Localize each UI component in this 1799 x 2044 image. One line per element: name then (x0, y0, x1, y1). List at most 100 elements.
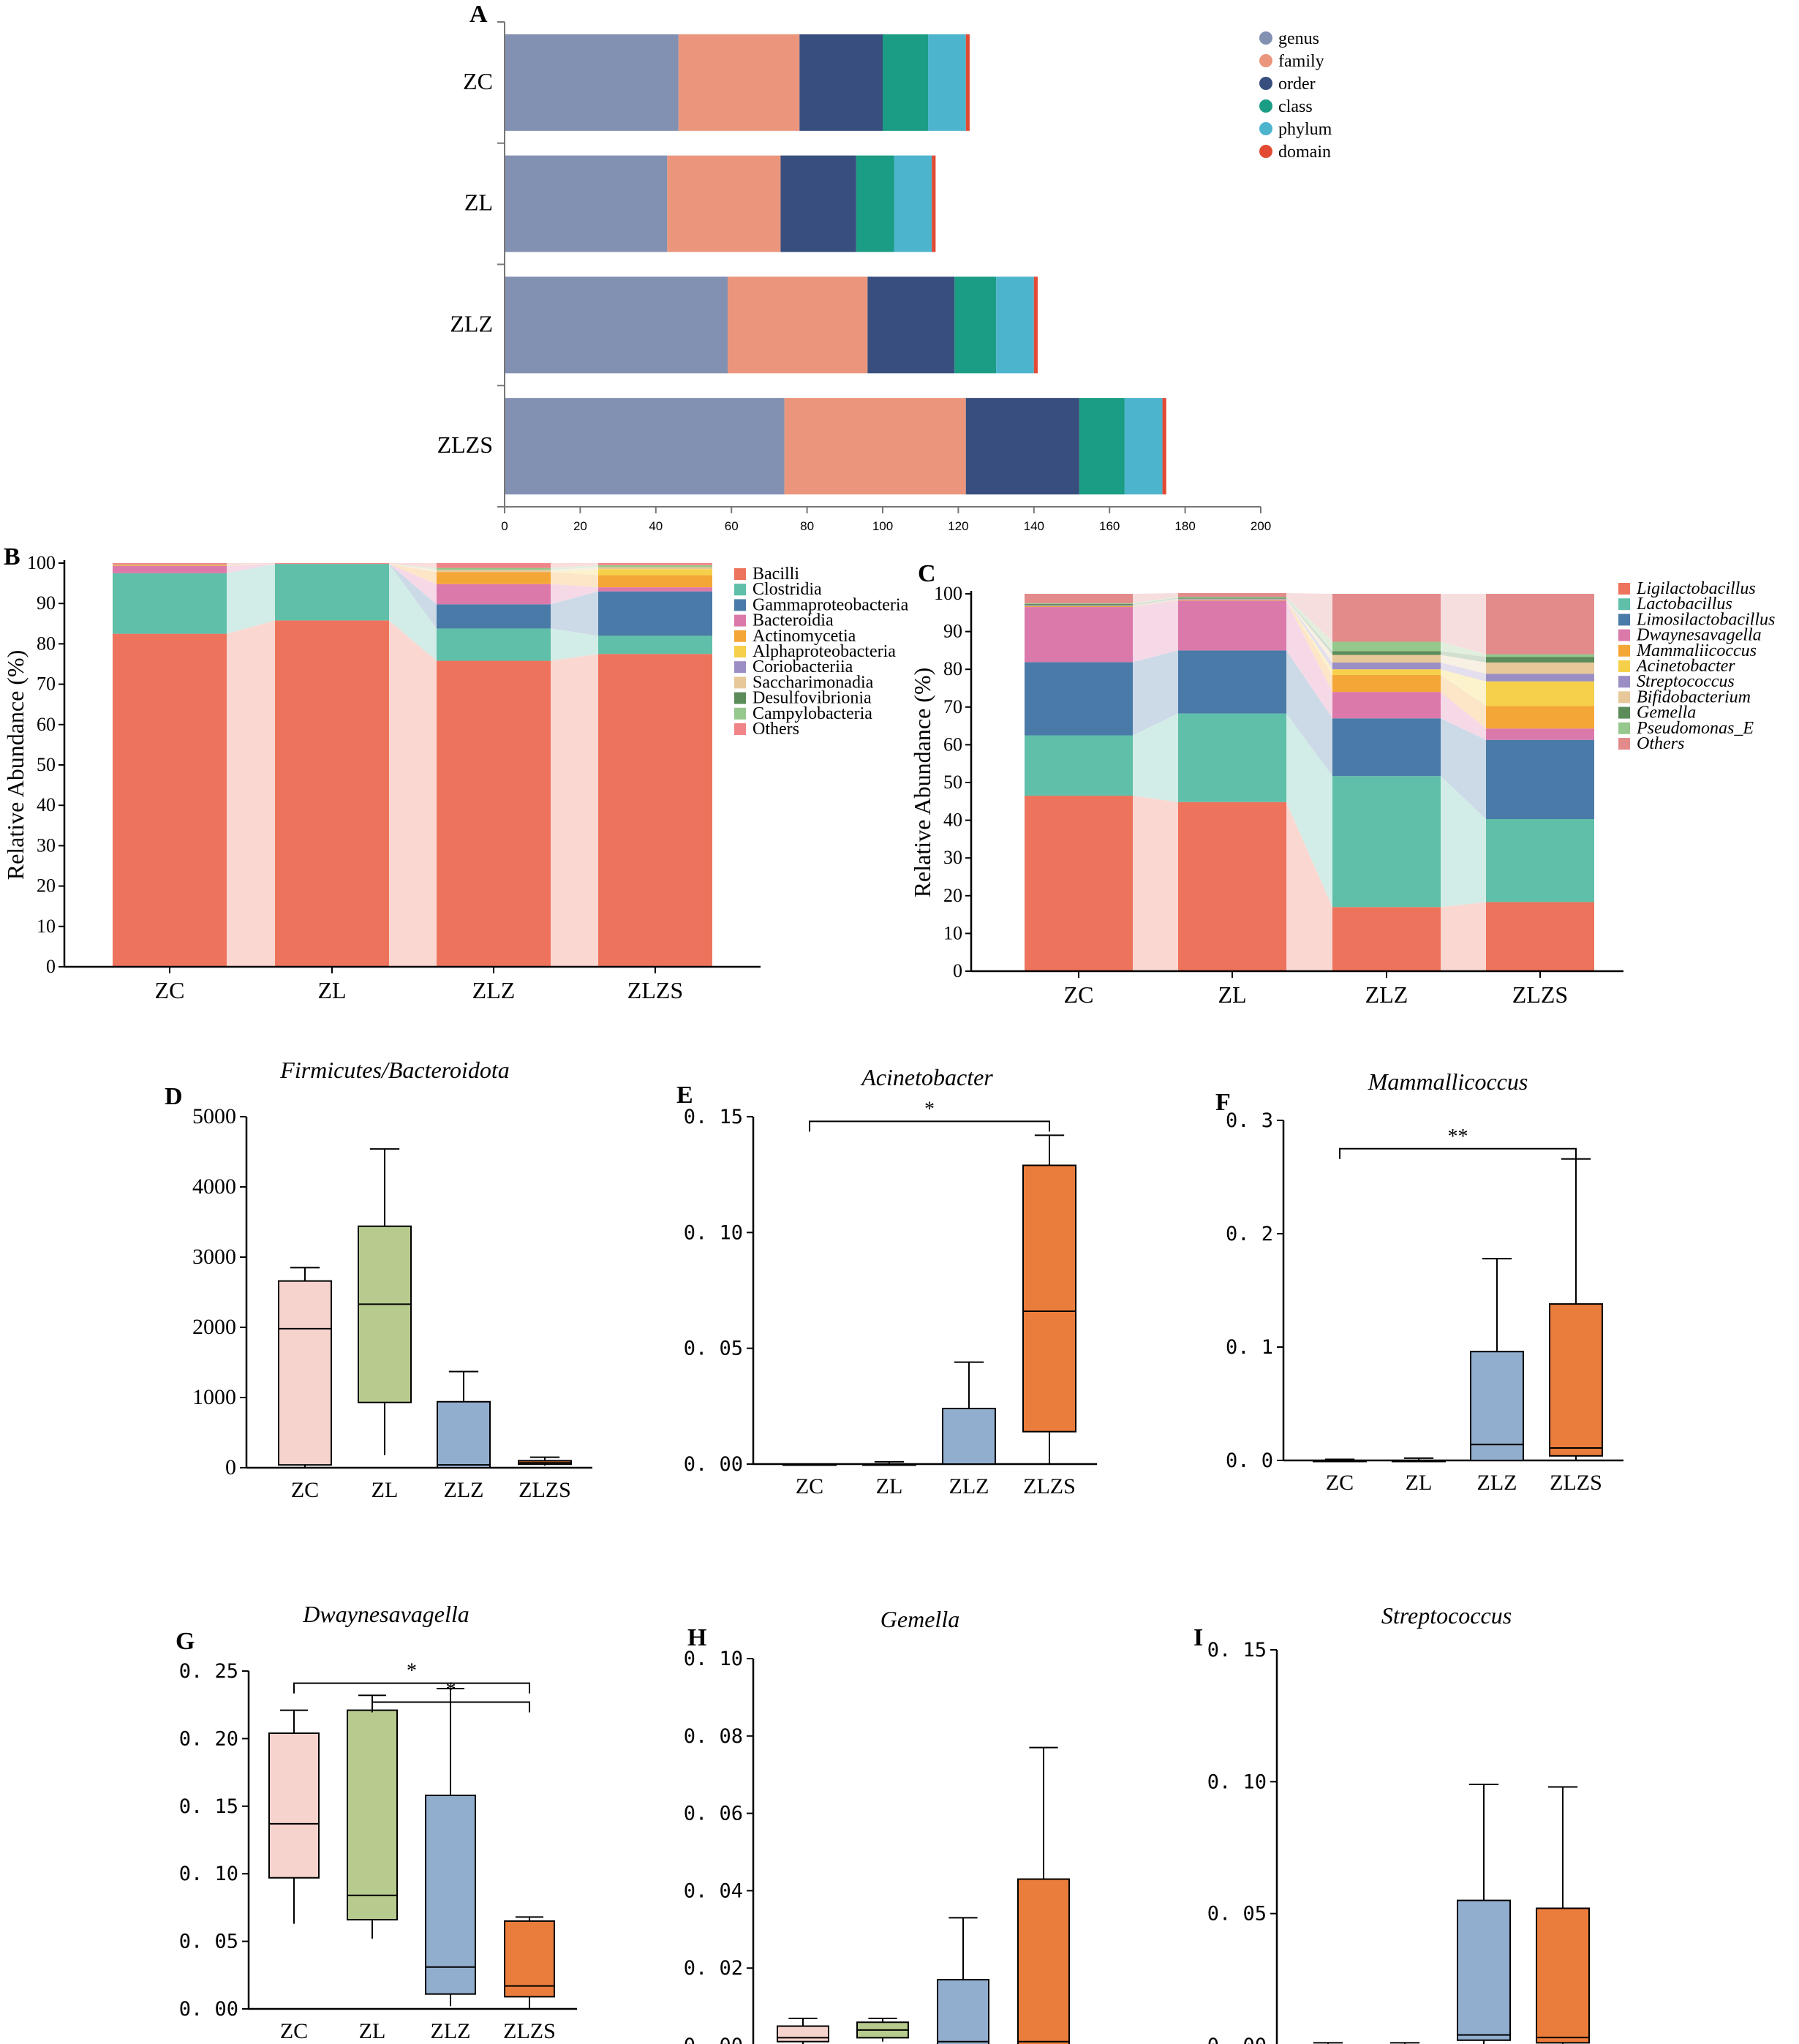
connector-others (1441, 594, 1486, 655)
bar-zc-mammaliicoccus (1025, 606, 1133, 608)
significance-bracket (1339, 1147, 1577, 1159)
panel-e-boxplot: Acinetobacter E 0. 00 0. 05 0. 10 0. 15 ZC ZL ZL… (676, 1064, 1097, 1498)
bar-zlzs-genus (505, 398, 785, 495)
connector-bifidobacterium (1441, 655, 1486, 674)
bar-zlzs-dwaynesavagella (1486, 728, 1594, 740)
bar-zlz-domain (1033, 276, 1038, 374)
x-tick-label: 120 (948, 519, 968, 533)
legend-swatch-alphaproteobacteria (734, 646, 746, 657)
box-zlz (1457, 1899, 1511, 2041)
bar-zl-ligilactobacillus (1178, 802, 1286, 971)
bar-zlzs-ligilactobacillus (1486, 902, 1594, 971)
significance-label: * (407, 1660, 417, 1683)
legend-swatch-gammaproteobacteria (734, 599, 746, 611)
legend-label-desulfovibrionia: Desulfovibrionia (753, 689, 872, 708)
legend-label-others: Others (753, 720, 799, 739)
legend-label-coriobacteriia: Coriobacteriia (753, 657, 853, 676)
bar-zlzs-gammaproteobacteria (598, 591, 712, 636)
box-zlz (942, 1408, 996, 1465)
legend-label-gammaproteobacteria: Gammaproteobacteria (753, 595, 909, 614)
bar-zc-bifidobacterium (1025, 605, 1133, 606)
y-tick-label: 0. 1 (1226, 1336, 1273, 1359)
box-zc (268, 1732, 320, 1879)
y-tick-label: 20 (37, 875, 56, 897)
connector-gemella (1441, 651, 1486, 663)
bar-zlz-bacilli (437, 660, 551, 967)
y-tick-label: 70 (37, 674, 56, 695)
bar-zlz-saccharimonadia (437, 570, 551, 573)
category-label: ZL (1218, 981, 1246, 1008)
legend-label-phylum: phylum (1278, 120, 1332, 139)
bar-zlz-family (728, 276, 868, 374)
bar-zlz-actinomycetia (437, 572, 551, 584)
connector-others (1133, 592, 1178, 603)
connector-bacteroidia (389, 564, 437, 605)
bar-zlzs-others (1486, 594, 1594, 655)
bar-zlzs-acinetobacter (1486, 681, 1594, 706)
panel-title: Gemella (880, 1606, 959, 1632)
bar-zlzs-bacilli (598, 654, 712, 967)
connector-saccharimonadia (551, 567, 598, 573)
panel-letter: A (469, 1, 488, 28)
legend-swatch-bacilli (734, 568, 746, 580)
legend-swatch-others (1618, 738, 1630, 750)
connector-alphaproteobacteria (551, 569, 598, 576)
connector-streptococcus (1286, 599, 1332, 670)
bar-zc-class (883, 34, 929, 131)
bar-zlz-others (437, 563, 551, 568)
connector-bacilli (389, 620, 437, 967)
legend-swatch-actinomycetia (734, 630, 746, 642)
box-zl (347, 1709, 398, 1921)
category-label: ZL (464, 189, 493, 216)
bar-zlz-gammaproteobacteria (437, 604, 551, 629)
panel-g-boxplot: Dwaynesavagella G 0. 00 0. 05 0. 10 0. 15 0. 2… (176, 1601, 577, 2043)
y-tick-label: 0. 10 (179, 1863, 238, 1885)
legend-marker-order (1259, 77, 1272, 90)
bar-zlz-phylum (996, 276, 1034, 374)
y-tick-label: 0 (46, 956, 56, 977)
category-label: ZLZS (1550, 1471, 1602, 1495)
bar-zl-bacilli (275, 620, 389, 967)
connector-acinetobacter (1441, 669, 1486, 706)
bar-zlz-class (954, 276, 997, 374)
connector-acinetobacter (1286, 600, 1332, 675)
connector-lactobacillus (1441, 776, 1486, 908)
bar-zl-phylum (894, 155, 932, 252)
bar-zlz-streptococcus (1332, 662, 1441, 670)
y-tick-label: 0. 3 (1226, 1109, 1273, 1132)
legend-swatch-campylobacteria (734, 707, 746, 720)
bar-zlz-bacteroidia (437, 584, 551, 605)
x-tick-label: 140 (1024, 519, 1044, 533)
y-tick-label: 20 (943, 885, 962, 906)
bar-zl-limosilactobacillus (1178, 650, 1286, 714)
legend-label-clostridia: Clostridia (753, 580, 822, 599)
connector-ligilactobacillus (1286, 802, 1332, 971)
box-zl (358, 1225, 412, 1403)
connector-mammaliicoccus (1133, 600, 1178, 608)
category-label: ZLZS (1512, 981, 1568, 1008)
category-label: ZLZ (431, 2019, 471, 2043)
legend-label-bacteroidia: Bacteroidia (753, 611, 834, 630)
significance-label: * (446, 1679, 456, 1702)
legend-label-lactobacillus: Lactobacillus (1636, 595, 1732, 614)
category-label: ZLZS (627, 977, 683, 1003)
bar-zl-class (856, 155, 894, 252)
connector-mammaliicoccus (1441, 674, 1486, 729)
bar-zc-clostridia (113, 573, 227, 634)
panel-letter: D (165, 1083, 183, 1110)
x-tick-label: 180 (1174, 519, 1195, 533)
panel-a-taxonomy-levels-chart: A ZC ZL ZLZ ZLZS 0 20 40 60 80 100 120 140 160 180 200 g… (437, 1, 1332, 533)
connector-actinomycetia (551, 572, 598, 588)
bar-zl-others (1178, 592, 1286, 597)
bar-zlzs-gemella (1486, 657, 1594, 663)
x-tick-label: 40 (649, 519, 663, 533)
box-zlz (937, 1979, 989, 2044)
bar-zl-others (275, 563, 389, 565)
legend-swatch-streptococcus (1618, 676, 1630, 688)
category-label: ZC (280, 2019, 308, 2043)
bar-zc-limosilactobacillus (1025, 662, 1133, 736)
legend-swatch-saccharimonadia (734, 676, 746, 689)
connector-gemella (1133, 597, 1178, 606)
y-tick-label: 0. 05 (179, 1931, 238, 1953)
connector-lactobacillus (1133, 713, 1178, 802)
